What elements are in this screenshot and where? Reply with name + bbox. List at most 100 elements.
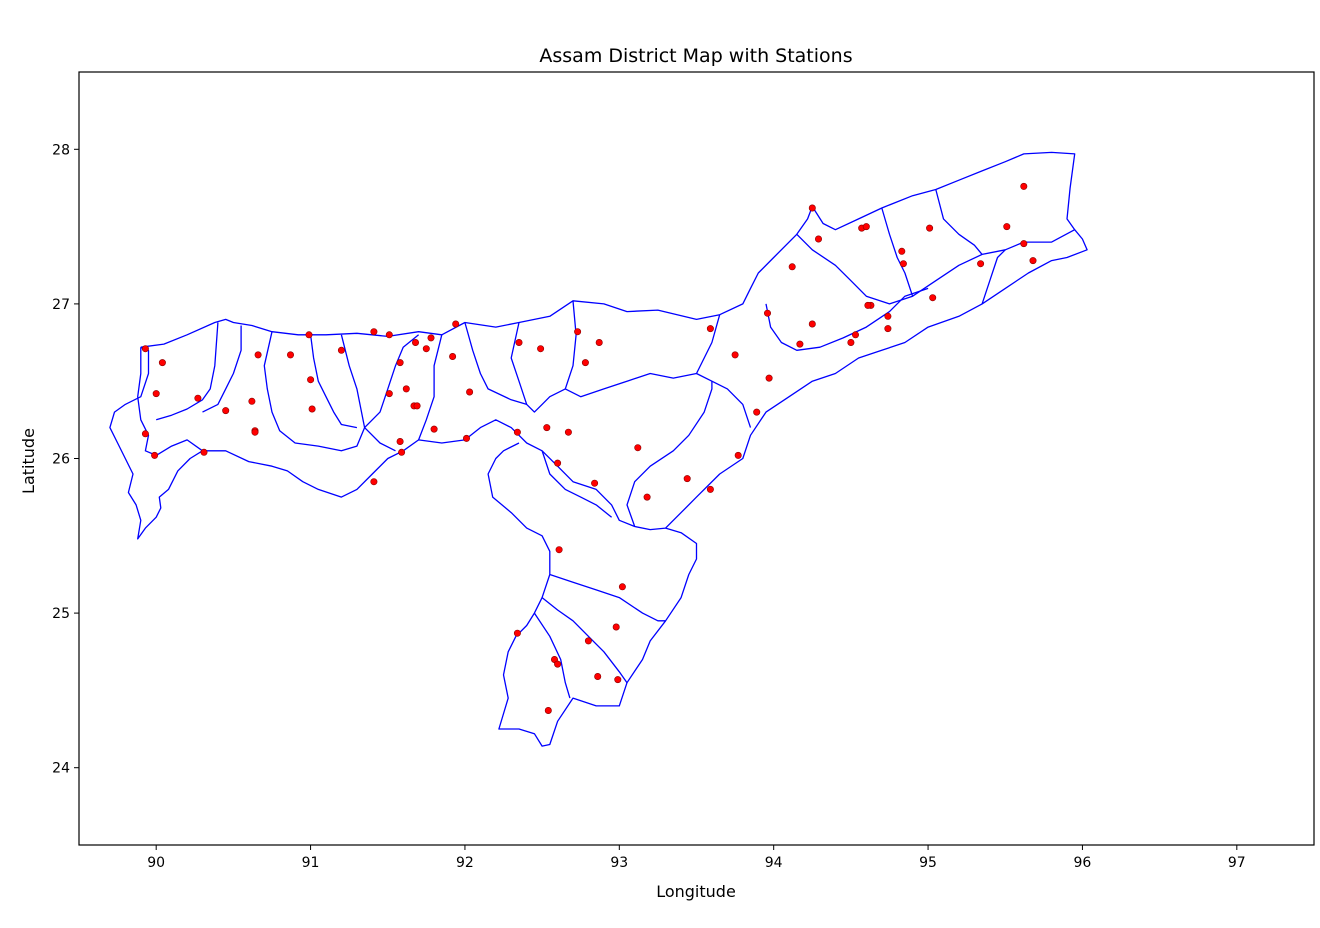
station-point-19: [396, 359, 404, 367]
station-point-41: [543, 424, 551, 432]
station-point-2: [152, 390, 160, 398]
chart-title: Assam District Map with Stations: [539, 45, 852, 67]
station-point-76: [1029, 257, 1037, 265]
district-boundary-21: [309, 334, 358, 429]
station-point-7: [200, 448, 208, 456]
district-boundary-12: [935, 189, 983, 255]
station-markers: [141, 182, 1037, 714]
y-tick-label: 25: [52, 606, 70, 622]
station-point-26: [427, 334, 435, 342]
y-tick-label: 27: [52, 297, 70, 313]
station-point-4: [222, 407, 230, 415]
district-boundary-14: [541, 450, 613, 518]
station-point-77: [555, 546, 563, 554]
station-point-83: [594, 672, 602, 680]
x-tick-label: 94: [765, 855, 783, 871]
station-point-35: [515, 338, 523, 346]
station-point-55: [788, 263, 796, 271]
station-point-72: [977, 260, 985, 268]
station-point-74: [1020, 182, 1028, 190]
station-point-39: [581, 359, 589, 367]
station-point-30: [430, 425, 438, 433]
station-point-23: [413, 402, 421, 410]
x-tick-label: 95: [919, 855, 937, 871]
station-point-31: [396, 437, 404, 445]
district-boundary-23: [981, 249, 1006, 305]
district-boundary-7: [510, 322, 697, 413]
district-boundary-13: [881, 207, 914, 297]
station-point-6: [151, 451, 159, 459]
x-axis-ticks: 90 91 92 93 94 95 96 97: [147, 845, 1246, 871]
station-point-49: [706, 325, 714, 333]
station-point-34: [462, 434, 470, 442]
station-point-48: [706, 485, 714, 493]
station-point-68: [898, 247, 906, 255]
district-boundary-16: [541, 597, 628, 684]
station-point-67: [884, 325, 892, 333]
x-axis-label: Longitude: [656, 882, 736, 901]
station-point-59: [808, 204, 816, 212]
station-point-51: [734, 451, 742, 459]
district-boundary-5: [340, 334, 396, 452]
station-point-58: [814, 235, 822, 243]
x-tick-label: 90: [147, 855, 165, 871]
district-boundary-19: [464, 322, 527, 406]
district-boundary-8: [564, 300, 577, 390]
station-point-71: [929, 294, 937, 302]
station-point-16: [337, 346, 345, 354]
district-boundary-3: [156, 322, 219, 421]
station-point-53: [765, 374, 773, 382]
station-point-11: [254, 351, 262, 359]
district-boundary-20: [202, 325, 242, 413]
x-tick-label: 91: [302, 855, 320, 871]
station-point-54: [763, 309, 771, 317]
station-point-61: [851, 331, 859, 339]
station-point-66: [884, 312, 892, 320]
station-point-36: [537, 345, 545, 353]
station-point-21: [385, 390, 393, 398]
district-boundary-15: [549, 573, 666, 622]
station-point-43: [554, 459, 562, 467]
station-point-82: [584, 637, 592, 645]
station-point-47: [683, 475, 691, 483]
station-point-29: [466, 388, 474, 396]
station-point-52: [753, 408, 761, 416]
district-boundary-6: [417, 334, 443, 441]
station-point-78: [618, 583, 626, 591]
y-axis-label: Latitude: [19, 428, 38, 494]
station-point-24: [411, 338, 419, 346]
station-point-44: [591, 479, 599, 487]
station-point-45: [634, 444, 642, 452]
x-tick-label: 92: [456, 855, 474, 871]
station-point-3: [194, 394, 202, 402]
station-point-20: [402, 385, 410, 393]
station-point-70: [926, 224, 934, 232]
y-axis-ticks: 24 25 26 27 28: [52, 142, 79, 777]
district-boundaries: [109, 151, 1088, 747]
station-point-57: [808, 320, 816, 328]
station-point-0: [141, 345, 149, 353]
y-tick-label: 24: [52, 761, 70, 777]
station-point-85: [614, 676, 622, 684]
station-point-60: [847, 338, 855, 346]
district-boundary-2: [487, 442, 698, 747]
station-point-56: [796, 340, 804, 348]
station-point-73: [1003, 223, 1011, 231]
station-point-38: [595, 338, 603, 346]
station-point-12: [286, 351, 294, 359]
x-tick-label: 97: [1228, 855, 1246, 871]
station-point-42: [564, 428, 572, 436]
district-boundary-4: [263, 331, 366, 452]
x-tick-label: 96: [1074, 855, 1092, 871]
station-point-65: [864, 301, 872, 309]
station-point-50: [731, 351, 739, 359]
station-point-10: [251, 428, 259, 436]
station-point-18: [385, 331, 393, 339]
station-point-14: [307, 376, 315, 384]
station-point-46: [643, 493, 651, 501]
station-point-69: [899, 260, 907, 268]
district-boundary-0: [109, 346, 204, 540]
station-point-15: [308, 405, 316, 413]
